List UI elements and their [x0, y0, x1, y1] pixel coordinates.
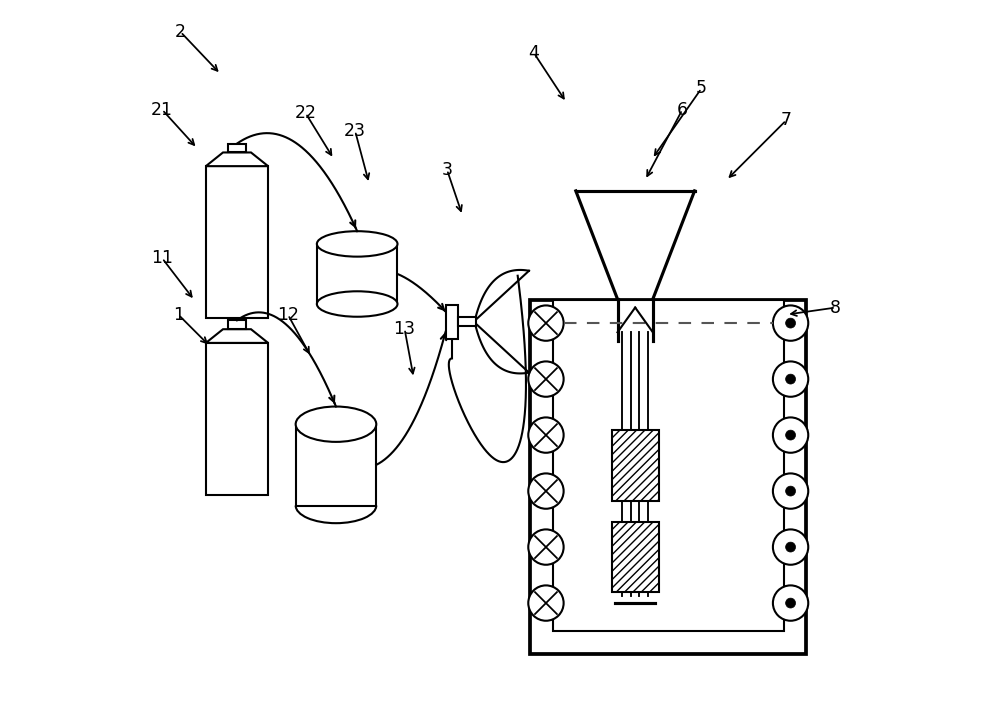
Circle shape: [773, 585, 808, 621]
Circle shape: [786, 542, 796, 552]
Ellipse shape: [317, 231, 397, 257]
Circle shape: [773, 417, 808, 452]
Polygon shape: [228, 144, 246, 153]
Circle shape: [528, 530, 564, 565]
Text: 13: 13: [394, 320, 416, 338]
Polygon shape: [206, 166, 268, 318]
Circle shape: [786, 430, 796, 440]
Circle shape: [528, 474, 564, 509]
Circle shape: [786, 486, 796, 496]
Circle shape: [528, 305, 564, 341]
Bar: [530, 300, 806, 654]
Circle shape: [528, 361, 564, 397]
Circle shape: [786, 598, 796, 608]
Polygon shape: [206, 329, 268, 343]
Text: 8: 8: [830, 298, 841, 317]
Text: 22: 22: [295, 104, 317, 122]
Text: 5: 5: [696, 79, 707, 98]
Circle shape: [773, 305, 808, 341]
Bar: [458, 317, 476, 326]
Ellipse shape: [317, 291, 397, 317]
Polygon shape: [317, 244, 397, 304]
Bar: [612, 430, 659, 501]
Circle shape: [786, 374, 796, 384]
Text: 1: 1: [173, 305, 184, 324]
Circle shape: [773, 474, 808, 509]
Text: 21: 21: [151, 100, 173, 119]
Bar: [553, 300, 784, 631]
Circle shape: [773, 530, 808, 565]
Ellipse shape: [296, 407, 376, 442]
Circle shape: [528, 585, 564, 621]
Polygon shape: [206, 153, 268, 166]
Polygon shape: [296, 424, 376, 506]
Text: 23: 23: [344, 122, 366, 140]
Circle shape: [773, 361, 808, 397]
Text: 6: 6: [677, 100, 688, 119]
Text: 11: 11: [151, 249, 173, 267]
Circle shape: [786, 318, 796, 328]
Polygon shape: [206, 343, 268, 495]
Text: 7: 7: [781, 111, 792, 129]
Bar: [612, 522, 659, 592]
Polygon shape: [228, 320, 246, 329]
Bar: [446, 305, 458, 339]
Text: 3: 3: [441, 160, 452, 179]
Text: 2: 2: [175, 23, 186, 41]
Text: 12: 12: [277, 305, 299, 324]
Text: 4: 4: [528, 44, 539, 62]
Circle shape: [528, 417, 564, 452]
